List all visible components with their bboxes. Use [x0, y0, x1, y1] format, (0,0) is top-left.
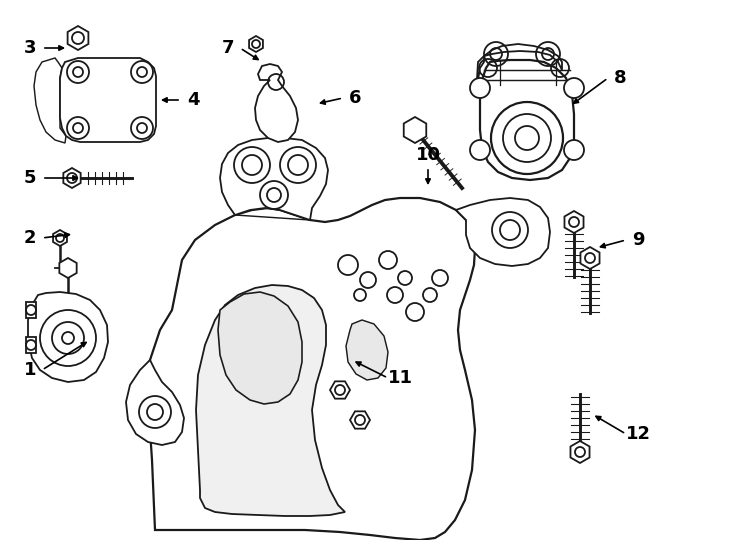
Text: 1: 1	[23, 361, 36, 379]
Polygon shape	[330, 381, 350, 399]
Polygon shape	[26, 337, 36, 353]
Polygon shape	[196, 285, 345, 516]
Polygon shape	[148, 198, 475, 540]
Polygon shape	[220, 138, 328, 220]
Circle shape	[564, 140, 584, 160]
Circle shape	[470, 140, 490, 160]
Polygon shape	[249, 36, 263, 52]
Polygon shape	[63, 168, 81, 188]
Text: 3: 3	[23, 39, 36, 57]
Polygon shape	[59, 258, 76, 278]
Polygon shape	[34, 58, 66, 143]
Polygon shape	[456, 198, 550, 266]
Text: 2: 2	[23, 229, 36, 247]
Polygon shape	[564, 211, 584, 233]
Text: 11: 11	[388, 369, 413, 387]
Polygon shape	[346, 320, 388, 380]
Text: 9: 9	[632, 231, 644, 249]
Polygon shape	[581, 247, 600, 269]
Polygon shape	[570, 441, 589, 463]
Circle shape	[564, 78, 584, 98]
Polygon shape	[404, 117, 426, 143]
Polygon shape	[26, 302, 36, 318]
Polygon shape	[350, 411, 370, 429]
Text: 7: 7	[222, 39, 234, 57]
Polygon shape	[476, 44, 562, 96]
Text: 8: 8	[614, 69, 626, 87]
Text: 12: 12	[625, 425, 650, 443]
Polygon shape	[68, 26, 88, 50]
Text: 5: 5	[23, 169, 36, 187]
Polygon shape	[480, 60, 574, 180]
Text: 10: 10	[415, 146, 440, 164]
Polygon shape	[255, 64, 298, 142]
Polygon shape	[53, 230, 67, 246]
Polygon shape	[60, 58, 156, 142]
Polygon shape	[126, 360, 184, 445]
Polygon shape	[28, 292, 108, 382]
Text: 4: 4	[186, 91, 199, 109]
Circle shape	[470, 78, 490, 98]
Polygon shape	[218, 292, 302, 404]
Text: 6: 6	[349, 89, 361, 107]
